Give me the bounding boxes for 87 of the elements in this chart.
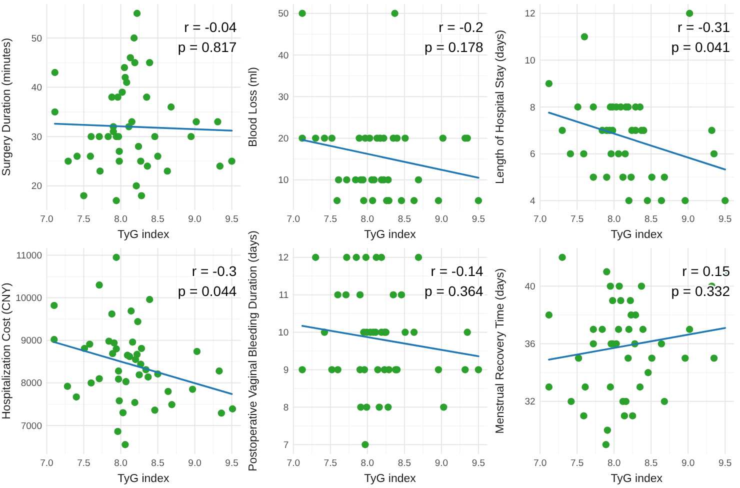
y-tick-label: 7 — [283, 440, 289, 451]
x-axis-title: TyG index — [610, 473, 663, 485]
x-axis-title: TyG index — [117, 473, 170, 485]
y-tick-label: 10 — [278, 328, 289, 339]
x-tick-label: 9.5 — [718, 458, 732, 469]
y-tick-label: 11 — [278, 290, 289, 302]
y-tick-label: 11000 — [16, 250, 42, 262]
x-tick-label: 9.0 — [434, 214, 448, 225]
x-tick-label: 9.5 — [718, 214, 732, 225]
y-tick-label: 30 — [31, 132, 42, 143]
y-tick-label: 40 — [278, 50, 289, 62]
y-tick-label: 4 — [530, 196, 536, 207]
y-tick-label: 50 — [31, 33, 42, 44]
x-tick-label: 7.0 — [40, 458, 54, 469]
annotation: p = 0.178 — [424, 39, 484, 55]
annotation: r = -0.2 — [438, 19, 484, 35]
y-tick-label: 9000 — [20, 336, 42, 347]
annotation: p = 0.332 — [671, 283, 730, 299]
x-tick-label: 8.0 — [360, 458, 374, 469]
x-tick-label: 7.5 — [324, 214, 338, 225]
annotation: r = -0.04 — [184, 19, 237, 35]
x-axis-title: TyG index — [117, 229, 170, 241]
x-tick-label: 8.5 — [398, 458, 412, 469]
y-tick-label: 8 — [530, 102, 536, 114]
y-tick-label: 10 — [524, 56, 536, 67]
x-tick-label: 9.0 — [682, 214, 695, 225]
x-tick-label: 9.5 — [225, 458, 238, 469]
x-tick-label: 8.5 — [398, 214, 412, 225]
x-tick-label: 9.5 — [472, 458, 486, 469]
y-tick-label: 40 — [31, 82, 42, 94]
x-tick-label: 7.0 — [40, 214, 54, 225]
x-tick-label: 7.0 — [533, 458, 547, 469]
y-tick-label: 6 — [530, 149, 536, 160]
y-axis-title: Postoperative Vaginal Bleeding Duration (days) — [248, 230, 260, 472]
y-tick-label: 7000 — [20, 420, 42, 432]
x-tick-label: 9.0 — [682, 458, 695, 469]
x-tick-label: 9.5 — [225, 214, 238, 225]
x-tick-label: 8.0 — [114, 458, 128, 469]
x-axis-title: TyG index — [364, 229, 416, 241]
y-tick-label: 10 — [278, 175, 289, 186]
x-tick-label: 7.0 — [286, 214, 300, 225]
annotation: p = 0.817 — [178, 39, 237, 55]
x-tick-label: 9.0 — [188, 214, 202, 225]
y-tick-label: 8 — [283, 402, 289, 414]
x-tick-label: 9.0 — [188, 458, 202, 469]
y-axis-title: Length of Hospital Stay (days) — [494, 30, 506, 184]
x-tick-label: 8.0 — [607, 458, 621, 469]
x-tick-label: 7.5 — [77, 214, 90, 225]
y-axis-title: Surgery Duration (minutes) — [1, 38, 13, 176]
y-axis-title: Menstrual Recovery Time (days) — [494, 268, 506, 434]
x-tick-label: 8.5 — [151, 458, 164, 469]
y-tick-label: 50 — [278, 8, 289, 20]
y-tick-label: 20 — [31, 181, 42, 192]
x-tick-label: 8.5 — [644, 214, 658, 225]
y-tick-label: 8000 — [20, 378, 42, 390]
y-tick-label: 12 — [278, 252, 289, 264]
x-axis-title: TyG index — [364, 473, 416, 485]
x-tick-label: 7.5 — [324, 458, 338, 469]
x-axis-title: TyG index — [610, 229, 663, 241]
y-tick-label: 32 — [524, 396, 536, 408]
annotation: r = -0.3 — [192, 263, 237, 279]
annotation: p = 0.364 — [424, 283, 484, 299]
x-tick-label: 9.5 — [472, 214, 486, 225]
annotation: p = 0.041 — [671, 39, 730, 55]
y-axis-title: Hospitalization Cost (CNY) — [1, 282, 13, 420]
y-tick-label: 36 — [524, 339, 536, 350]
x-tick-label: 8.5 — [151, 214, 164, 225]
x-tick-label: 7.0 — [286, 458, 300, 469]
annotation: p = 0.044 — [178, 283, 237, 299]
x-tick-label: 8.0 — [607, 214, 621, 225]
y-tick-label: 40 — [524, 282, 536, 292]
x-tick-label: 7.0 — [533, 214, 547, 225]
y-axis-title: Blood Loss (ml) — [248, 66, 260, 147]
x-tick-label: 9.0 — [434, 458, 448, 469]
x-tick-label: 7.5 — [570, 458, 584, 469]
y-tick-label: 30 — [278, 92, 289, 103]
annotation: r = -0.14 — [430, 263, 484, 279]
x-tick-label: 8.0 — [114, 214, 128, 225]
y-tick-label: 9 — [283, 365, 289, 376]
y-tick-label: 12 — [524, 8, 536, 20]
x-tick-label: 8.0 — [360, 214, 374, 225]
y-tick-label: 20 — [278, 134, 289, 145]
y-tick-label: 10000 — [16, 293, 42, 304]
x-tick-label: 8.5 — [644, 458, 658, 469]
annotation: r = -0.31 — [677, 19, 730, 35]
x-tick-label: 7.5 — [77, 458, 90, 469]
x-tick-label: 7.5 — [570, 214, 584, 225]
